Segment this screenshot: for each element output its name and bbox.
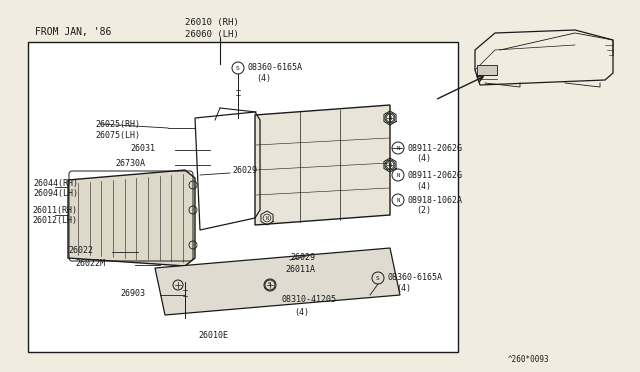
Polygon shape — [155, 248, 400, 315]
Text: 26010 (RH): 26010 (RH) — [185, 17, 239, 26]
Text: 26011A: 26011A — [285, 266, 315, 275]
Text: 26029: 26029 — [290, 253, 315, 263]
Text: (4): (4) — [416, 182, 431, 190]
Text: 26903: 26903 — [120, 289, 145, 298]
Text: S: S — [376, 276, 380, 280]
Text: 08911-2062G: 08911-2062G — [408, 170, 463, 180]
Text: N: N — [388, 163, 392, 167]
Text: 26031: 26031 — [130, 144, 155, 153]
Bar — [477, 65, 497, 75]
Text: N: N — [388, 115, 392, 121]
Text: 26025(RH): 26025(RH) — [95, 119, 140, 128]
Polygon shape — [68, 170, 195, 266]
Text: 26010E: 26010E — [198, 330, 228, 340]
Text: 26094(LH): 26094(LH) — [33, 189, 78, 198]
Text: FROM JAN, '86: FROM JAN, '86 — [35, 27, 111, 37]
Text: 26044(RH): 26044(RH) — [33, 179, 78, 187]
Text: 08360-6165A: 08360-6165A — [388, 273, 443, 282]
Text: N: N — [396, 198, 399, 202]
Text: 26075(LH): 26075(LH) — [95, 131, 140, 140]
Text: 08918-1062A: 08918-1062A — [408, 196, 463, 205]
Text: (4): (4) — [416, 154, 431, 163]
Text: S: S — [268, 282, 272, 288]
Text: N: N — [396, 145, 399, 151]
Text: 26022: 26022 — [68, 246, 93, 254]
Text: (4): (4) — [396, 283, 411, 292]
Polygon shape — [255, 105, 390, 225]
Text: (4): (4) — [256, 74, 271, 83]
Text: 26029: 26029 — [232, 166, 257, 174]
Text: ^260*0093: ^260*0093 — [508, 356, 550, 365]
Text: 26011(RH): 26011(RH) — [32, 205, 77, 215]
Text: 08360-6165A: 08360-6165A — [248, 62, 303, 71]
Text: 08310-41205: 08310-41205 — [282, 295, 337, 305]
Text: N: N — [396, 173, 399, 177]
Text: 08911-2062G: 08911-2062G — [408, 144, 463, 153]
Text: (4): (4) — [294, 308, 309, 317]
Text: S: S — [236, 65, 240, 71]
Text: N: N — [266, 215, 268, 221]
Text: 26060 (LH): 26060 (LH) — [185, 29, 239, 38]
Text: 26730A: 26730A — [115, 158, 145, 167]
Text: 26012(LH): 26012(LH) — [32, 215, 77, 224]
Text: (2): (2) — [416, 205, 431, 215]
Bar — [28, 42, 458, 352]
Text: 26022M: 26022M — [75, 259, 105, 267]
